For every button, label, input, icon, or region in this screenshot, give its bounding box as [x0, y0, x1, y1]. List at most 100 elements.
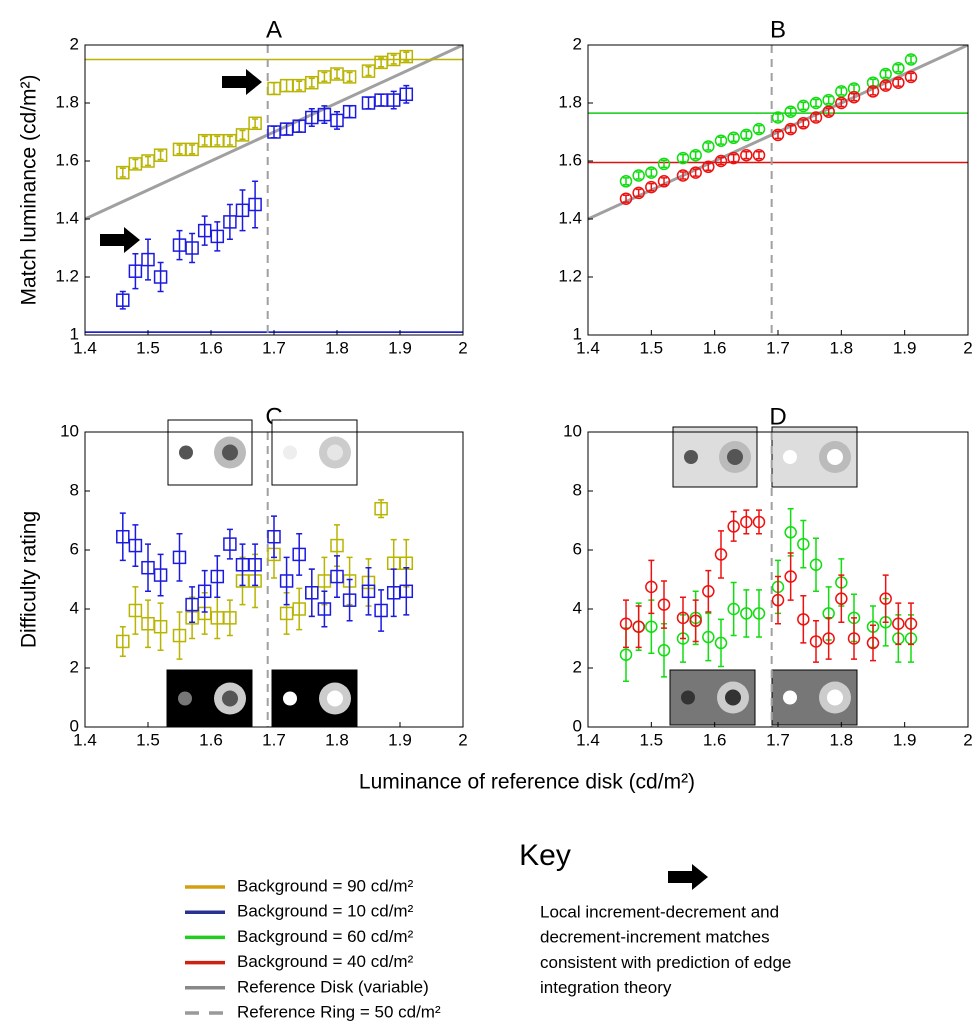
error-bar: [756, 509, 762, 535]
error-bar: [743, 130, 750, 140]
error-bar: [635, 605, 642, 649]
error-bar: [119, 625, 126, 657]
y-tick-label: 1.2: [55, 266, 79, 285]
data-point: [714, 548, 728, 561]
data-point: [399, 87, 414, 102]
error-bar: [648, 168, 655, 177]
key-label: Background = 60 cd/m²: [237, 927, 414, 946]
error-bar: [226, 528, 233, 560]
y-tick-label: 1.4: [558, 208, 582, 227]
x-tick-label: 2: [963, 338, 972, 357]
data-point: [702, 160, 715, 174]
error-bar: [189, 144, 196, 155]
stimulus-disk: [783, 450, 797, 464]
data-point: [727, 151, 740, 165]
data-point: [904, 70, 918, 84]
data-point: [267, 529, 281, 544]
data-point: [809, 96, 823, 110]
y-tick-label: 1: [573, 324, 582, 343]
error-bar: [895, 602, 902, 646]
data-point: [342, 593, 357, 607]
data-point: [904, 617, 918, 630]
data-point: [292, 602, 306, 616]
data-point: [645, 580, 658, 594]
data-point: [847, 632, 861, 645]
y-tick-label: 1.2: [558, 266, 582, 285]
data-point: [771, 593, 785, 607]
key-note: decrement-increment matches: [540, 928, 770, 947]
data-point: [740, 148, 753, 162]
x-tick-label: 1.7: [766, 338, 790, 357]
error-bar: [214, 135, 221, 146]
data-point: [141, 560, 155, 575]
y-tick-label: 2: [70, 657, 79, 676]
data-point: [714, 636, 728, 650]
key-label: Background = 90 cd/m²: [237, 876, 414, 895]
y-tick-label: 1: [70, 324, 79, 343]
key-title: Key: [519, 839, 571, 872]
stimulus-disk: [327, 690, 343, 707]
data-point: [153, 568, 168, 582]
error-bar: [176, 533, 183, 582]
error-bar: [296, 80, 303, 91]
x-tick-label: 1.5: [136, 338, 160, 357]
data-point: [374, 603, 388, 618]
x-tick-label: 1.6: [703, 730, 727, 749]
error-bar: [775, 130, 781, 140]
error-bar: [730, 133, 737, 143]
data-point: [279, 574, 294, 588]
error-bar: [882, 69, 889, 79]
data-point: [330, 538, 344, 553]
data-point: [879, 592, 892, 605]
data-point: [714, 134, 728, 147]
data-point: [330, 113, 344, 128]
error-bar: [838, 87, 845, 96]
x-tick-label: 1.6: [199, 338, 223, 357]
data-point: [128, 264, 143, 278]
error-bar: [214, 555, 221, 598]
error-bar: [176, 229, 183, 261]
error-bar: [157, 261, 164, 293]
stimulus-disk: [684, 450, 698, 464]
error-bar: [145, 155, 151, 167]
panel-title: A: [266, 16, 282, 43]
data-point: [752, 148, 766, 162]
error-bar: [705, 162, 712, 172]
data-point: [784, 526, 797, 539]
data-point: [128, 603, 143, 618]
error-bar: [176, 144, 183, 155]
data-point: [248, 197, 262, 212]
arrow: [100, 227, 140, 253]
error-bar: [119, 167, 126, 178]
data-point: [619, 617, 633, 630]
error-bar: [283, 556, 290, 606]
data-point: [784, 122, 797, 136]
data-point: [632, 620, 645, 633]
error-bar: [908, 602, 914, 646]
error-bar: [189, 232, 196, 264]
data-point: [822, 632, 835, 645]
data-point: [248, 558, 262, 572]
error-bar: [132, 586, 139, 635]
error-bar: [800, 119, 807, 128]
error-bar: [743, 509, 750, 535]
error-bar: [132, 158, 139, 169]
error-bar: [132, 524, 139, 567]
data-point: [676, 169, 690, 182]
y-tick-label: 2: [573, 34, 582, 53]
error-bar: [730, 581, 737, 637]
error-bar: [813, 537, 819, 593]
data-point: [866, 636, 880, 650]
stimulus-disk: [681, 690, 695, 705]
data-point: [632, 169, 645, 182]
error-bar: [692, 168, 699, 177]
data-point: [292, 119, 306, 133]
x-tick-label: 1.9: [893, 338, 917, 357]
error-bar: [743, 589, 750, 638]
data-point: [223, 611, 237, 625]
error-bar: [718, 156, 724, 166]
data-point: [342, 70, 357, 84]
error-bar: [390, 54, 397, 65]
stimulus-disk: [827, 689, 843, 706]
data-point: [197, 584, 212, 599]
